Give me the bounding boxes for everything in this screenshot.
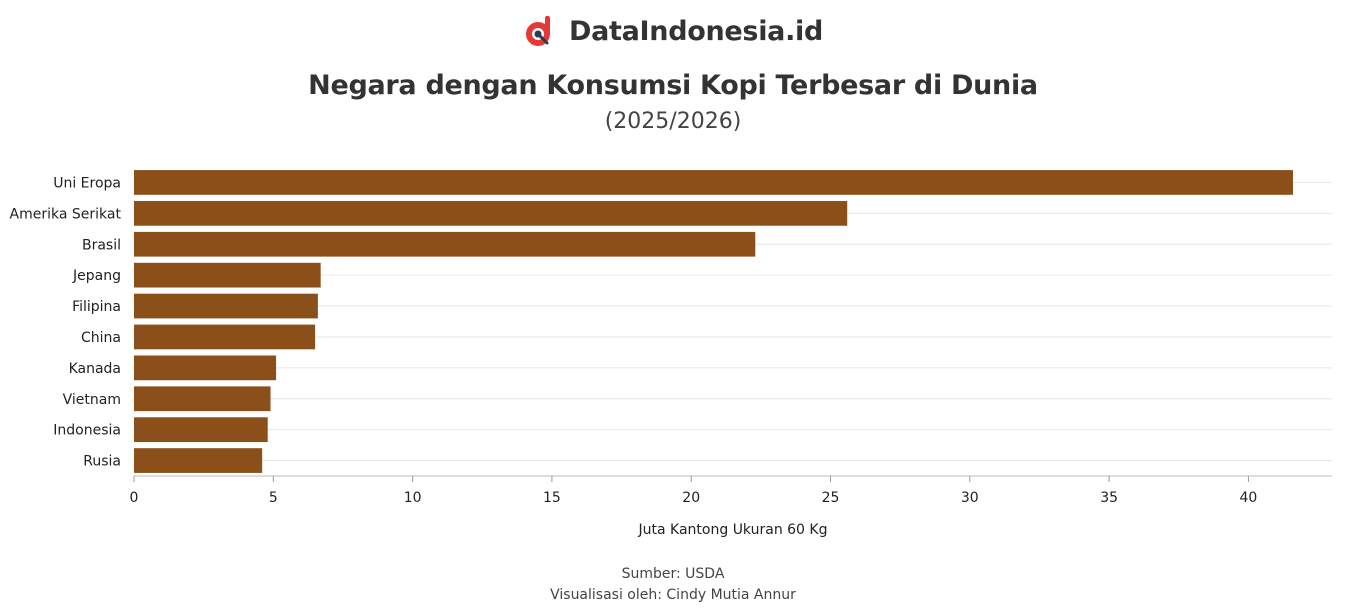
bar-amerika-serikat[interactable] [134, 200, 848, 226]
brand-name: DataIndonesia.id [568, 15, 824, 47]
category-label: Vietnam [63, 392, 121, 408]
bar-chart: Uni Eropa Amerika Serikat Brasil Jepang Fili… [10, 170, 1332, 538]
bar-china[interactable] [134, 324, 316, 350]
credit-note: Visualisasi oleh: Cindy Mutia Annur [550, 587, 796, 603]
bar-jepang[interactable] [134, 262, 321, 288]
bars [134, 170, 1293, 473]
category-label: Indonesia [53, 423, 121, 439]
chart-title: Negara dengan Konsumsi Kopi Terbesar di … [308, 70, 1038, 101]
x-axis: 0 5 10 15 20 25 30 35 40 [130, 475, 1332, 506]
x-tick-label: 30 [961, 490, 979, 506]
category-label: Uni Eropa [53, 175, 121, 191]
category-label: Filipina [72, 299, 121, 315]
x-tick-label: 20 [682, 490, 700, 506]
bar-kanada[interactable] [134, 355, 277, 381]
chart-footer: Sumber: USDA Visualisasi oleh: Cindy Mut… [0, 564, 1346, 606]
dataindonesia-logo-icon [525, 16, 550, 46]
x-tick-label: 40 [1240, 490, 1258, 506]
x-axis-title: Juta Kantong Ukuran 60 Kg [638, 522, 828, 538]
category-label: Rusia [83, 454, 121, 470]
x-tick-label: 5 [269, 490, 278, 506]
category-label: Kanada [69, 361, 121, 377]
category-label: Brasil [82, 237, 121, 253]
bar-rusia[interactable] [134, 448, 263, 473]
x-tick-label: 10 [404, 490, 422, 506]
x-tick-label: 15 [543, 490, 561, 506]
brand-header: DataIndonesia.id [0, 14, 1346, 48]
chart-subtitle: (2025/2026) [604, 109, 742, 134]
bar-filipina[interactable] [134, 293, 318, 319]
bar-vietnam[interactable] [134, 386, 271, 412]
x-tick-label: 25 [822, 490, 840, 506]
bar-indonesia[interactable] [134, 417, 268, 443]
category-label: Amerika Serikat [10, 206, 122, 222]
x-tick-label: 35 [1100, 490, 1118, 506]
category-label: Jepang [72, 268, 121, 284]
bar-brasil[interactable] [134, 231, 756, 257]
category-labels: Uni Eropa Amerika Serikat Brasil Jepang Fili… [10, 175, 122, 469]
bar-uni-eropa[interactable] [134, 170, 1293, 195]
source-note: Sumber: USDA [621, 566, 725, 582]
x-tick-label: 0 [130, 490, 139, 506]
category-label: China [81, 330, 121, 346]
